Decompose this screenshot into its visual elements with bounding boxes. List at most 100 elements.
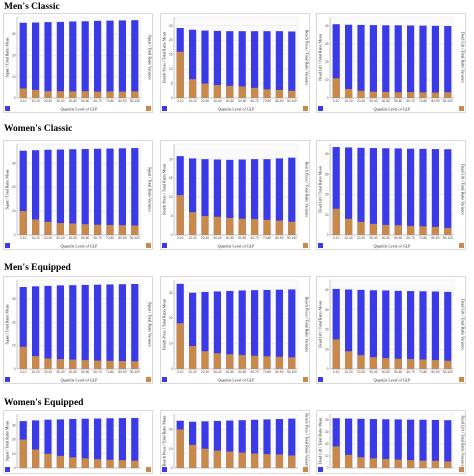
mean-bar [288,157,296,235]
legend-variance-swatch [146,467,151,472]
x-tick-label: 80-90 [431,236,439,240]
mean-bar [213,291,221,369]
x-tick-label: 50-60 [394,370,402,374]
x-tick-label: 90-100 [287,236,297,240]
mean-bar [201,291,209,369]
y-tick-label: 20 [12,438,16,442]
mean-bar [69,418,77,468]
variance-bar [44,453,52,468]
x-tick-label: 60-70 [251,236,259,240]
y2-axis-label: Squat / Total Ratio Variance [148,302,153,347]
mean-bar [56,149,64,235]
mean-bar [118,284,126,369]
mean-bar [251,31,259,98]
y-tick-label: 0 [171,96,173,100]
mean-bar [81,149,89,235]
x-tick-label: 80-90 [118,236,126,240]
variance-bar [226,354,234,369]
variance-bar [382,459,390,468]
y-tick-label: 10 [169,195,173,199]
variance-bar [189,444,197,468]
mean-bar [444,291,452,369]
variance-bar [407,460,415,468]
mean-bar [238,159,246,235]
y-tick-label: 30 [325,42,329,46]
variance-bar [201,351,209,369]
variance-bar [118,225,126,235]
y-axis-label: Squat / Total Ratio Mean [5,304,10,344]
mean-bar [226,159,234,235]
mean-bar [94,148,102,235]
mean-bar [44,149,52,235]
mean-bar [94,20,102,99]
variance-bar [118,91,126,98]
x-tick-label: 60-70 [407,236,415,240]
y-tick-label: 10 [12,209,16,213]
chart-panel: 0 5 10 15 20 25 0-10 10-20 20-30 30-40 40-50 50-60 6… [160,13,310,113]
variance-bar [251,355,259,369]
variance-bar [81,458,89,468]
mean-bar [44,22,52,98]
x-tick-label: 80-90 [275,99,283,103]
x-tick-label: 80-90 [431,370,439,374]
y-axis-label: Dead Lift / Total Ratio Mean [318,301,323,347]
x-tick-label: 30-40 [213,370,221,374]
x-tick-label: 70-80 [419,99,427,103]
x-tick-label: 70-80 [106,99,114,103]
x-tick-label: 30-40 [56,236,64,240]
x-tick-label: 0-10 [333,99,340,103]
x-tick-label: 30-40 [56,99,64,103]
mean-bar [419,419,427,468]
variance-bar [81,91,89,98]
variance-bar [213,216,221,235]
x-tick-label: 60-70 [407,99,415,103]
x-tick-label: 60-70 [407,370,415,374]
mean-bar [189,292,197,369]
x-tick-label: 60-70 [94,236,102,240]
x-axis-label: Quantile Level of GLP [61,378,99,383]
mean-bar [81,21,89,99]
y-tick-label: 0 [14,367,16,371]
x-tick-label: 80-90 [118,370,126,374]
x-tick-label: 50-60 [81,370,89,374]
x-tick-label: 70-80 [263,370,271,374]
mean-bar [106,284,114,369]
x-tick-label: 50-60 [394,236,402,240]
y-tick-label: 10 [325,454,329,458]
x-axis-label: Quantile Level of GLP [374,107,412,112]
y-tick-label: 20 [169,38,173,42]
mean-bar [369,419,377,468]
variance-bar [263,356,271,369]
legend-mean-swatch [162,467,167,472]
legend-variance-swatch [303,106,308,111]
variance-bar [19,211,27,235]
legend-mean-swatch [162,106,167,111]
chart-panel: 0 10 20 30 0-10 10-20 20-30 30-40 40-50 50-60 60-7… [160,276,310,384]
variance-bar [357,221,365,235]
legend-mean-swatch [5,377,10,382]
variance-bar [176,51,184,98]
variance-bar [263,454,271,468]
variance-bar [288,221,296,235]
variance-bar [94,91,102,98]
mean-bar [357,289,365,369]
variance-bar [251,87,259,98]
y-tick-label: 20 [169,157,173,161]
variance-bar [189,346,197,369]
variance-bar [288,357,296,369]
variance-bar [176,195,184,235]
variance-bar [263,89,271,98]
mean-bar [357,418,365,468]
y2-axis-label: Squat / Total Ratio Variance [148,167,153,212]
y-tick-label: 0 [327,96,329,100]
mean-bar [131,148,139,235]
y-axis-label: Squat / Total Ratio Mean [5,421,10,461]
y2-axis-label: Dead Lift / Total Ratio Variance [461,164,466,215]
variance-bar [56,455,64,468]
y-tick-label: 20 [325,60,329,64]
mean-bar [118,20,126,99]
mean-bar [69,285,77,369]
x-axis-label: Quantile Level of GLP [218,244,256,249]
x-tick-label: 0-10 [20,236,27,240]
